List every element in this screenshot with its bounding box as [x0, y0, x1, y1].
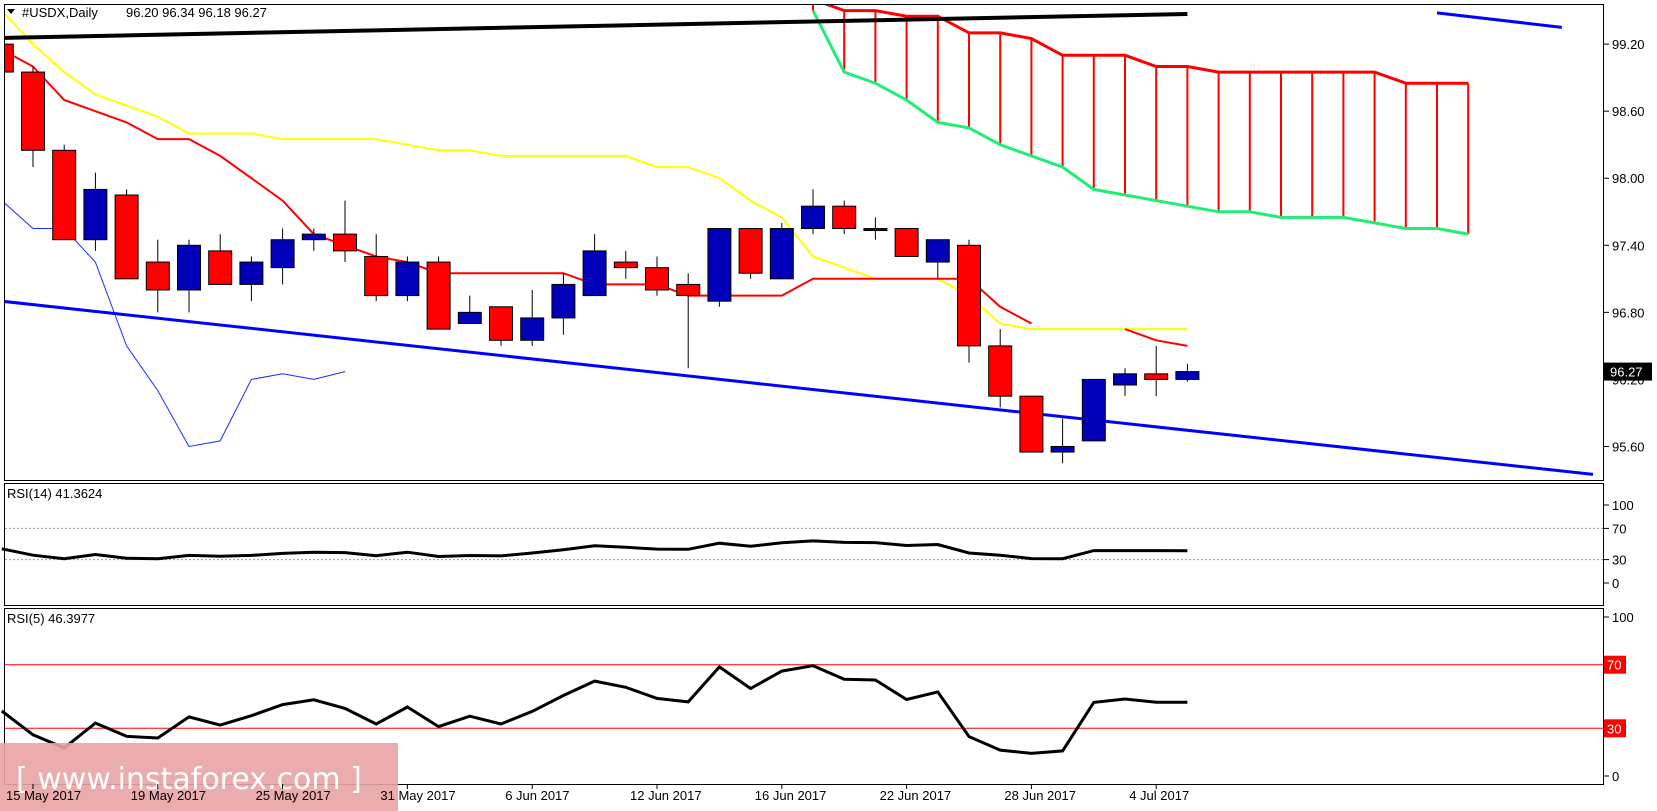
candle-body	[613, 261, 638, 269]
rsi14-level-label: 70	[1612, 521, 1626, 536]
rsi5-level-label: 100	[1612, 610, 1634, 625]
rsi5-label: RSI(5) 46.3977	[7, 611, 95, 626]
senkou-span-b-line	[811, 9, 1469, 236]
tenkan-sen-line	[1124, 328, 1188, 347]
candle-body	[1175, 371, 1200, 380]
watermark-text: [ www.instaforex.com ]	[16, 762, 362, 797]
candle-body	[676, 283, 701, 297]
rsi14-line	[1, 539, 1188, 561]
candle-body	[301, 233, 326, 241]
candle-body	[239, 261, 264, 285]
candle-body	[208, 250, 233, 285]
candle-body	[707, 228, 732, 302]
time-tick-label: 19 May 2017	[131, 788, 206, 803]
candle-body	[894, 228, 919, 257]
trendline	[5, 11, 1188, 40]
candle-body	[863, 228, 888, 232]
current-price-box	[1604, 362, 1652, 381]
price-tick-label: 96.80	[1612, 305, 1645, 320]
candle-body	[832, 205, 857, 230]
current-price-label: 96.27	[1610, 365, 1643, 380]
senkou-span-a-line	[824, 5, 1469, 85]
price-panel-frame	[4, 4, 1604, 481]
candle-body	[5, 43, 14, 73]
rsi5-level-label: 70	[1607, 658, 1621, 673]
time-tick-label: 22 Jun 2017	[880, 788, 952, 803]
candle-body	[801, 205, 825, 230]
price-tick-label: 99.20	[1612, 37, 1645, 52]
candle-body	[1144, 373, 1169, 380]
candle-body	[489, 306, 513, 341]
time-tick-label: 15 May 2017	[6, 788, 81, 803]
time-tick-label: 6 Jun 2017	[505, 788, 569, 803]
price-tick-label: 98.00	[1612, 171, 1645, 186]
candle-body	[582, 250, 607, 297]
price-tick-label: 97.40	[1612, 238, 1645, 253]
candle-body	[925, 239, 950, 263]
rsi5-level-label: 0	[1612, 769, 1619, 784]
trendline	[1436, 11, 1562, 29]
candle-body	[145, 261, 170, 291]
candle-body	[551, 283, 576, 319]
dropdown-triangle-icon[interactable]	[7, 9, 15, 14]
rsi14-level-label: 100	[1612, 498, 1634, 513]
chart-header-ohlc: 96.20 96.34 96.18 96.27	[126, 5, 267, 20]
candle-body	[114, 194, 139, 280]
time-axis: 15 May 2017 19 May 2017 25 May 2017 31 May …	[6, 784, 1189, 803]
candle-body	[333, 233, 357, 252]
watermark: [ www.instaforex.com ]	[0, 743, 398, 811]
rsi14-panel: 0 30 70 100 RSI(14) 41.3624	[1, 483, 1634, 606]
candle-body	[988, 345, 1013, 397]
candle-body	[270, 239, 295, 269]
candle-body	[769, 228, 794, 280]
candle-body	[364, 255, 389, 297]
candle-body	[1113, 373, 1137, 386]
candle-body	[738, 228, 763, 274]
candle-body	[21, 71, 45, 151]
candle-body	[1019, 395, 1044, 453]
candle-body	[83, 188, 108, 241]
rsi14-label: RSI(14) 41.3624	[7, 486, 102, 501]
price-panel: #USDX,Daily 96.20 96.34 96.18 96.27 95.6…	[4, 4, 1652, 481]
rsi14-panel-frame	[4, 483, 1604, 606]
candle-body	[426, 261, 451, 330]
time-tick-label: 25 May 2017	[256, 788, 331, 803]
time-tick-label: 28 Jun 2017	[1004, 788, 1076, 803]
candle-body	[520, 317, 545, 341]
candle-body	[1050, 445, 1075, 453]
candle-body	[52, 149, 77, 241]
kijun-sen-line	[5, 12, 1188, 331]
rsi5-line	[0, 664, 1188, 755]
rsi5-level-label: 30	[1607, 721, 1621, 736]
price-tick-label: 95.60	[1612, 439, 1645, 454]
trendline	[5, 300, 1594, 476]
rsi5-panel-frame	[4, 608, 1604, 785]
rsi5-level-box	[1604, 719, 1626, 738]
candle-body	[645, 267, 669, 291]
time-tick-label: 16 Jun 2017	[755, 788, 827, 803]
rsi5-panel: 0 30 70 100 RSI(5) 46.3977	[0, 608, 1634, 785]
rsi5-level-box	[1604, 655, 1626, 674]
time-tick-label: 4 Jul 2017	[1129, 788, 1189, 803]
rsi14-level-label: 0	[1612, 576, 1619, 591]
chart-header-symbol: #USDX,Daily	[22, 5, 98, 20]
candle-body	[457, 311, 482, 325]
time-tick-label: 12 Jun 2017	[630, 788, 702, 803]
tenkan-sen-line	[5, 50, 1032, 325]
watermark-box	[0, 743, 398, 811]
candle-body	[957, 244, 981, 347]
candle-body	[395, 261, 420, 297]
candle-body	[177, 244, 201, 291]
time-tick-label: 31 May 2017	[380, 788, 455, 803]
candle-body	[1081, 378, 1106, 442]
rsi14-level-label: 30	[1612, 553, 1626, 568]
price-tick-label: 98.60	[1612, 104, 1645, 119]
